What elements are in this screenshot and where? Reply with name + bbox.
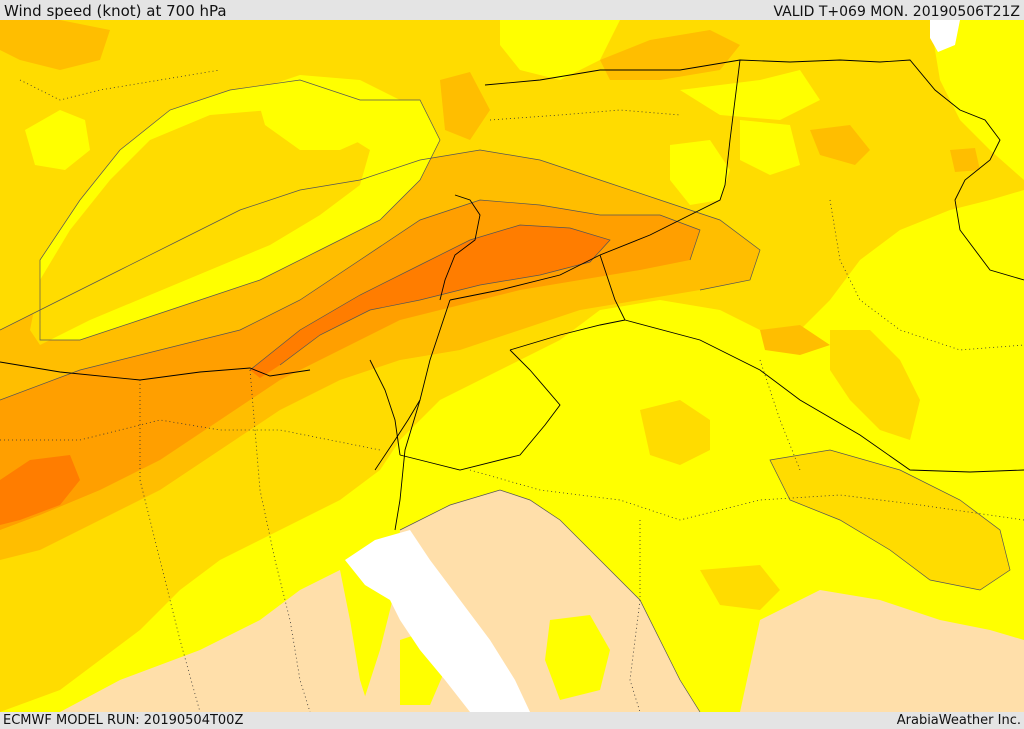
wind-band-30-40-turkey	[600, 30, 740, 80]
wind-band-40-50	[0, 200, 700, 530]
wind-band-10-20-south-patch	[545, 615, 610, 700]
wind-band-10-20-aegean	[25, 110, 90, 170]
wind-band-10-20-anatolia-east	[680, 70, 820, 120]
wind-band-10-20-syria-north	[670, 140, 730, 205]
header-bar: Wind speed (knot) at 700 hPa VALID T+069…	[0, 0, 1024, 20]
dotted-borders	[0, 69, 1024, 712]
map-title: Wind speed (knot) at 700 hPa	[4, 2, 227, 20]
wind-band-0-10-east	[740, 590, 1024, 712]
wind-band-20-30-iraq	[770, 450, 1010, 590]
wind-band-50-60-blob	[95, 432, 130, 450]
wind-band-30-40-kuwait	[760, 325, 830, 355]
model-run-label: ECMWF MODEL RUN: 20190504T00Z	[3, 713, 244, 728]
wind-band-10-20-cyprus-area	[255, 75, 400, 150]
wind-band-30-40-zagros	[950, 148, 980, 172]
sea-low-wind-caspian	[930, 20, 960, 52]
credit-label: ArabiaWeather Inc.	[896, 713, 1021, 728]
wind-band-30-40-anatolia-west	[0, 20, 110, 70]
wind-band-10-20-anatolia	[500, 20, 620, 80]
wind-band-30-40-levant-north	[440, 72, 490, 140]
wind-band-50-60	[250, 225, 610, 378]
wind-band-0-10-egypt	[60, 570, 370, 712]
country-borders	[0, 59, 1024, 531]
map-canvas	[0, 20, 1024, 712]
wind-band-20-30-nafud	[640, 400, 710, 465]
valid-time-label: VALID T+069 MON. 20190506T21Z	[773, 4, 1020, 20]
wind-band-20-30-central	[700, 565, 780, 610]
wind-band-10-20-iraq-north	[740, 120, 800, 175]
footer-bar: ECMWF MODEL RUN: 20190504T00Z ArabiaWeat…	[0, 712, 1024, 729]
wind-band-20-30-pocket	[30, 110, 370, 345]
wind-band-50-60-west	[0, 455, 80, 525]
wind-band-30-40-iran	[810, 125, 870, 165]
sea-low-wind-red-sea	[345, 530, 530, 712]
wind-speed-map	[0, 20, 1024, 712]
contour-lines	[0, 79, 1011, 712]
wind-band-20-30-gulf	[830, 330, 920, 440]
